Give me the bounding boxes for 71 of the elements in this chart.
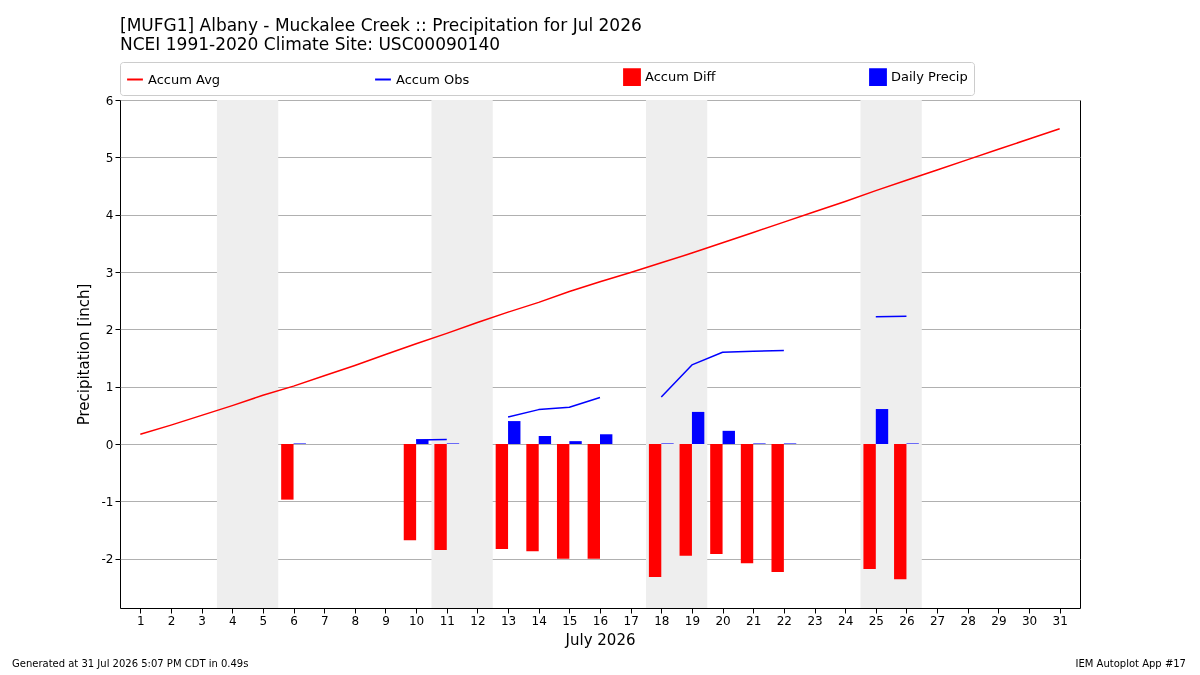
text: IEM Autoplot App #17 [1075,658,1186,669]
bar [403,444,417,541]
x-tick-label: 8 [351,613,360,628]
bar [722,430,735,445]
bar [587,444,600,559]
x-tick-label: 2 [167,613,176,628]
x-tick-label: 19 [684,613,701,628]
x-tick-label: 5 [259,613,268,628]
legend-label: Accum Avg [148,71,221,87]
y-tick-label: -2 [101,552,114,567]
bar [569,441,582,445]
x-tick-label: 13 [500,613,517,628]
bar [556,444,570,559]
x-tick-label: 27 [929,613,946,628]
chart-title: [MUFG1] Albany - Muckalee Creek :: Precipitation for Jul 2026 [120,14,642,35]
x-tick-label: 31 [1052,613,1068,628]
bar [771,444,784,572]
x-axis-title: July 2026 [564,630,636,649]
bar [648,444,662,578]
x-tick-label: 11 [439,613,455,628]
x-tick-label: 24 [838,613,854,628]
bar [495,444,509,549]
x-tick-label: 30 [1021,613,1038,628]
x-tick-label: 1 [137,613,145,628]
x-tick-label: 15 [562,613,578,628]
bar [679,444,692,556]
bar [538,435,552,445]
x-tick-label: 16 [592,613,609,628]
y-tick-label: 1 [105,380,114,395]
bar [508,421,521,445]
legend-label: Accum Obs [396,71,470,87]
bar [691,411,705,445]
x-tick-label: 3 [198,613,206,628]
x-tick-label: 18 [654,613,670,628]
text: Generated at 31 Jul 2026 5:07 PM CDT in 0.49s [12,658,249,669]
y-tick-label: -1 [101,494,114,509]
y-tick-label: 3 [105,265,114,280]
x-tick-label: 4 [228,613,237,628]
x-tick-label: 26 [899,613,915,628]
bar [710,444,723,555]
x-tick-label: 12 [470,613,486,628]
x-tick-label: 6 [290,613,298,628]
y-tick-label: 0 [105,437,114,452]
bar [434,444,447,551]
y-tick-label: 4 [105,208,114,223]
x-tick-label: 21 [746,613,762,628]
x-tick-label: 7 [320,613,329,628]
y-tick-label: 5 [105,150,114,165]
x-tick-label: 9 [382,613,390,628]
y-axis-title: Precipitation [inch] [74,283,93,426]
bar [281,444,294,500]
legend-label: Accum Diff [645,69,717,85]
bar [526,444,539,552]
x-tick-label: 25 [868,613,884,628]
x-tick-label: 29 [991,613,1007,628]
x-tick-label: 23 [807,613,823,628]
x-tick-label: 22 [776,613,793,628]
x-tick-label: 10 [408,613,425,628]
bar [894,444,907,580]
y-tick-label: 6 [105,93,114,108]
x-tick-label: 20 [715,613,731,628]
y-tick-label: 2 [105,322,114,337]
x-tick-label: 14 [531,613,547,628]
bar [740,444,754,564]
bar [863,444,876,570]
bar [600,434,613,445]
x-tick-label: 17 [623,613,639,628]
bar [875,409,889,445]
legend-label: Daily Precip [891,69,968,85]
line-series [139,127,1061,436]
x-tick-label: 28 [960,613,976,628]
